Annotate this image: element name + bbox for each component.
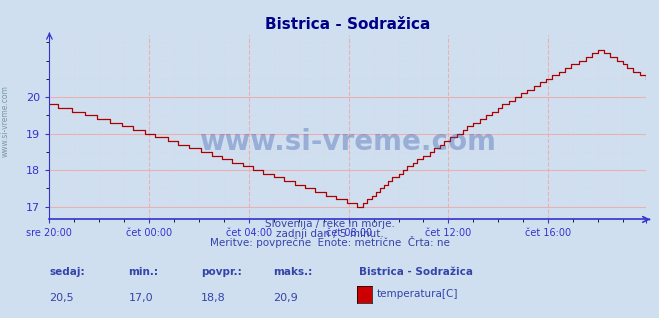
Text: min.:: min.:	[129, 267, 159, 277]
Text: Bistrica - Sodražica: Bistrica - Sodražica	[359, 267, 473, 277]
Text: sedaj:: sedaj:	[49, 267, 85, 277]
Text: 20,9: 20,9	[273, 293, 299, 302]
Text: Meritve: povprečne  Enote: metrične  Črta: ne: Meritve: povprečne Enote: metrične Črta:…	[210, 237, 449, 248]
Text: 18,8: 18,8	[201, 293, 226, 302]
Text: 20,5: 20,5	[49, 293, 74, 302]
Text: povpr.:: povpr.:	[201, 267, 242, 277]
Title: Bistrica - Sodražica: Bistrica - Sodražica	[265, 17, 430, 32]
Text: www.si-vreme.com: www.si-vreme.com	[1, 85, 10, 157]
Text: www.si-vreme.com: www.si-vreme.com	[199, 128, 496, 156]
Text: zadnji dan / 5 minut.: zadnji dan / 5 minut.	[275, 229, 384, 239]
Text: 17,0: 17,0	[129, 293, 153, 302]
Text: maks.:: maks.:	[273, 267, 313, 277]
Text: temperatura[C]: temperatura[C]	[377, 289, 459, 299]
Text: Slovenija / reke in morje.: Slovenija / reke in morje.	[264, 219, 395, 229]
